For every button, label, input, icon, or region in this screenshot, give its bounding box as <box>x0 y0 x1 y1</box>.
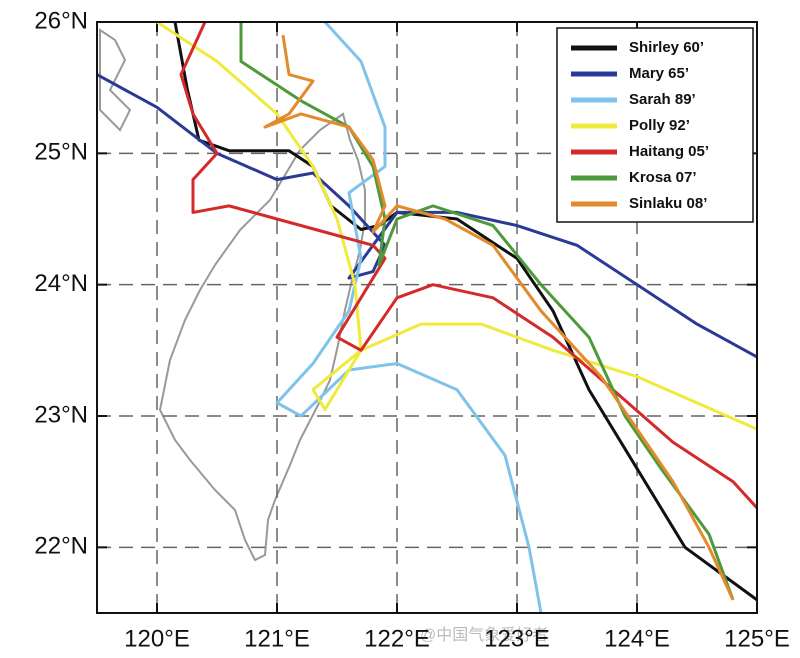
y-tick-label: 26°N <box>34 7 88 34</box>
track-line <box>179 21 759 509</box>
legend-label: Sinlaku 08’ <box>629 195 707 212</box>
track-line <box>263 34 735 601</box>
legend-label: Shirley 60’ <box>629 39 704 56</box>
watermark: @中国气象爱好者 <box>420 626 548 644</box>
x-tick-label: 123°E <box>484 625 550 652</box>
y-tick-label: 24°N <box>34 270 88 297</box>
track-line <box>96 73 758 359</box>
coastline <box>158 112 366 562</box>
x-tick-label: 121°E <box>244 625 310 652</box>
x-tick-label: 122°E <box>364 625 430 652</box>
legend-label: Polly 92’ <box>629 117 690 134</box>
y-tick-label: 23°N <box>34 401 88 428</box>
coastline <box>99 28 132 132</box>
x-tick-label: 120°E <box>124 625 190 652</box>
legend-label: Haitang 05’ <box>629 143 709 160</box>
x-tick-label: 125°E <box>724 625 790 652</box>
plot-frame <box>96 21 758 614</box>
legend-label: Krosa 07’ <box>629 169 697 186</box>
legend-label: Mary 65’ <box>629 65 689 82</box>
y-tick-label: 22°N <box>34 533 88 560</box>
legend-label: Sarah 89’ <box>629 91 696 108</box>
y-tick-label: 25°N <box>34 139 88 166</box>
tracks <box>96 20 759 614</box>
track-line <box>275 20 543 614</box>
x-tick-label: 124°E <box>604 625 670 652</box>
legend: Shirley 60’ Mary 65’ Sarah 89’ Polly 92’ Hai… <box>556 27 754 223</box>
track-line <box>156 20 758 431</box>
track-line <box>239 22 735 601</box>
